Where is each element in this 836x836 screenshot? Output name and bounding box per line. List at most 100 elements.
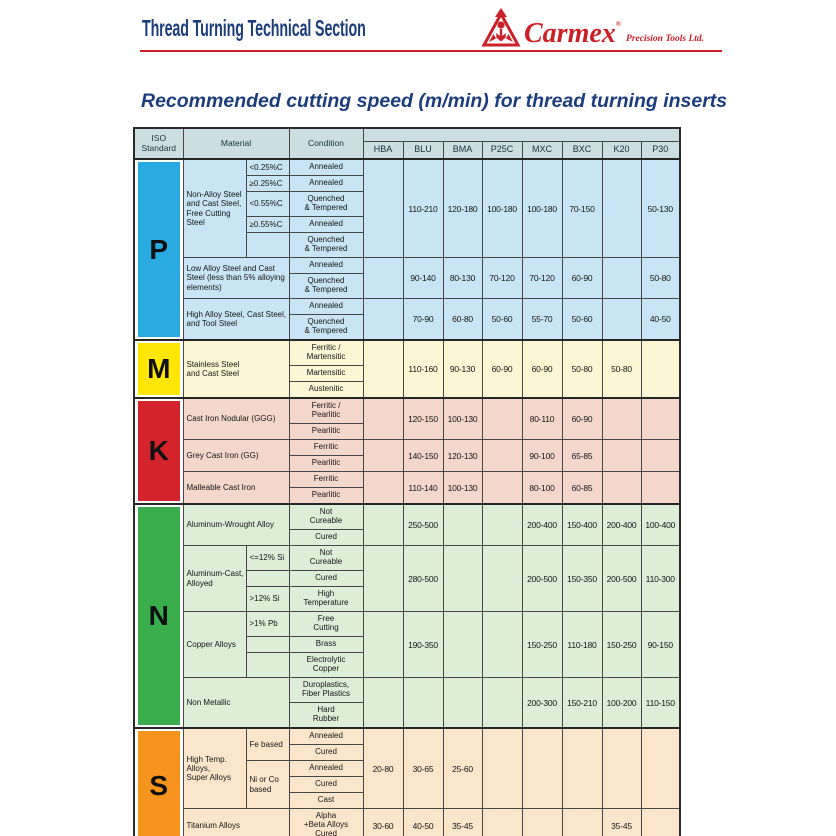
condition-cell: Quenched & Tempered — [288, 273, 364, 299]
table-row: Electrolytic Copper — [134, 652, 680, 678]
value-cell-p30: 110-300 — [640, 545, 681, 612]
brand-suffix: Precision Tools Ltd. — [626, 34, 705, 44]
condition-cell: Hard Rubber — [288, 702, 364, 729]
table-row: Quenched & Tempered — [134, 273, 680, 299]
table-row: Cured — [134, 570, 680, 587]
table-row: Pearlitic — [134, 455, 680, 472]
value-cell-hba — [362, 339, 404, 399]
sub-material-cell: ≥0.25%C — [245, 175, 290, 192]
condition-cell: Annealed — [288, 257, 364, 274]
grade-header-bma: BMA — [442, 141, 483, 160]
value-cell-p30 — [640, 727, 681, 809]
value-cell-bma: 90-130 — [442, 339, 483, 399]
value-cell-p30: 110-150 — [640, 677, 681, 729]
value-cell-p25c — [481, 611, 523, 678]
value-cell-blu: 110-160 — [402, 339, 444, 399]
value-cell-mxc: 80-100 — [521, 471, 563, 505]
condition-cell: Annealed — [288, 158, 364, 176]
table-row: Ni or Co based Annealed — [134, 760, 680, 809]
condition-cell: High Temperature — [288, 586, 364, 612]
value-cell-mxc: 60-90 — [521, 339, 563, 399]
value-cell-bxc: 50-60 — [561, 298, 603, 341]
value-cell-bxc: 150-350 — [561, 545, 603, 612]
value-cell-p25c: 50-60 — [481, 298, 523, 341]
condition-cell: Annealed — [288, 298, 364, 315]
condition-cell: Cured — [288, 744, 364, 761]
value-cell-mxc — [521, 808, 563, 836]
value-cell-blu: 190-350 — [402, 611, 444, 678]
sub-material-cell: >1% Pb — [245, 611, 290, 637]
condition-cell: Quenched & Tempered — [288, 191, 364, 217]
value-cell-p25c: 70-120 — [481, 257, 523, 299]
value-cell-bma — [442, 677, 483, 729]
sub-material-cell — [245, 652, 290, 678]
value-cell-mxc: 70-120 — [521, 257, 563, 299]
value-cell-mxc: 80-110 — [521, 397, 563, 440]
value-cell-bxc: 150-210 — [561, 677, 603, 729]
condition-cell: Ferritic / Martensitic — [288, 339, 364, 366]
material-cell: Aluminum-Wrought Alloy — [182, 503, 290, 546]
value-cell-p25c — [481, 397, 523, 440]
value-cell-mxc: 200-300 — [521, 677, 563, 729]
value-cell-hba — [362, 611, 404, 678]
table-row: Brass — [134, 636, 680, 653]
value-cell-bxc: 150-400 — [561, 503, 603, 546]
value-cell-bxc: 65-85 — [561, 439, 603, 472]
value-cell-p30 — [640, 471, 681, 505]
value-cell-blu: 110-140 — [402, 471, 444, 505]
brand-logo: Carmex® Precision Tools Ltd. — [481, 8, 704, 48]
value-cell-blu: 90-140 — [402, 257, 444, 299]
value-cell-bma — [442, 611, 483, 678]
value-cell-mxc: 200-400 — [521, 503, 563, 546]
condition-cell: Not Cureable — [288, 503, 364, 530]
sub-material-cell: <0.55%C — [245, 191, 290, 217]
value-cell-bxc — [561, 727, 603, 809]
material-cell: Malleable Cast Iron — [182, 471, 290, 505]
value-cell-mxc — [521, 727, 563, 809]
table-row: Low Alloy Steel and Cast Steel (less tha… — [134, 257, 681, 299]
condition-cell: Electrolytic Copper — [288, 652, 364, 678]
condition-cell: Austenitic — [288, 381, 364, 399]
table-row: Cured — [134, 776, 680, 793]
value-cell-blu: 280-500 — [402, 545, 444, 612]
material-cell: High Alloy Steel, Cast Steel, and Tool S… — [182, 298, 290, 341]
value-cell-bxc: 70-150 — [561, 158, 603, 258]
material-cell: Cast Iron Nodular (GGG) — [182, 397, 290, 440]
value-cell-k20: 150-250 — [601, 611, 642, 678]
value-cell-p25c — [481, 503, 523, 546]
condition-cell: Ferritic — [288, 471, 364, 488]
condition-cell: Quenched & Tempered — [288, 314, 364, 341]
value-cell-bxc: 60-85 — [561, 471, 603, 505]
value-cell-hba — [362, 471, 404, 505]
value-cell-k20: 200-400 — [601, 503, 642, 546]
material-cell: Titanium Alloys — [182, 808, 290, 836]
value-cell-p25c — [481, 808, 523, 836]
value-cell-p25c: 100-180 — [481, 158, 523, 258]
value-cell-blu: 140-150 — [402, 439, 444, 472]
value-cell-blu: 120-150 — [402, 397, 444, 440]
value-cell-bma: 100-130 — [442, 471, 483, 505]
iso-cell-N: N — [133, 503, 184, 729]
cutting-speed-table: ISO Standard Material Condition HBA BLU BMA P2… — [133, 127, 682, 836]
sub-material-cell: Ni or Co based — [245, 760, 290, 809]
grade-header-bxc: BXC — [561, 141, 603, 160]
value-cell-p30 — [640, 439, 681, 472]
value-cell-p25c — [481, 439, 523, 472]
table-row: S High Temp. Alloys, Super Alloys Fe based… — [133, 727, 681, 836]
table-row: K Cast Iron Nodular (GGG) Ferritic / Pearl… — [133, 397, 681, 505]
value-cell-bma: 100-130 — [442, 397, 483, 440]
grade-header-p25c: P25C — [481, 141, 523, 160]
value-cell-p25c — [481, 677, 523, 729]
value-cell-hba — [362, 677, 404, 729]
condition-cell: Martensitic — [288, 365, 364, 382]
table-row: Aluminum-Cast, Alloyed <=12% Si Not Cureab… — [134, 545, 681, 612]
condition-cell: Brass — [288, 636, 364, 653]
table-row: Cured — [134, 744, 680, 761]
table-row: Malleable Cast Iron Ferritic 110-140 100-13… — [134, 471, 681, 505]
material-cell: Grey Cast Iron (GG) — [182, 439, 290, 472]
table-row: Quenched & Tempered — [134, 314, 680, 341]
table-row: ≥0.25%C Annealed — [134, 175, 680, 192]
section-title: Recommended cutting speed (m/min) for th… — [141, 90, 728, 112]
value-cell-mxc: 100-180 — [521, 158, 563, 258]
table-row: Titanium Alloys Alpha +Beta Alloys Cured 3… — [134, 808, 681, 836]
